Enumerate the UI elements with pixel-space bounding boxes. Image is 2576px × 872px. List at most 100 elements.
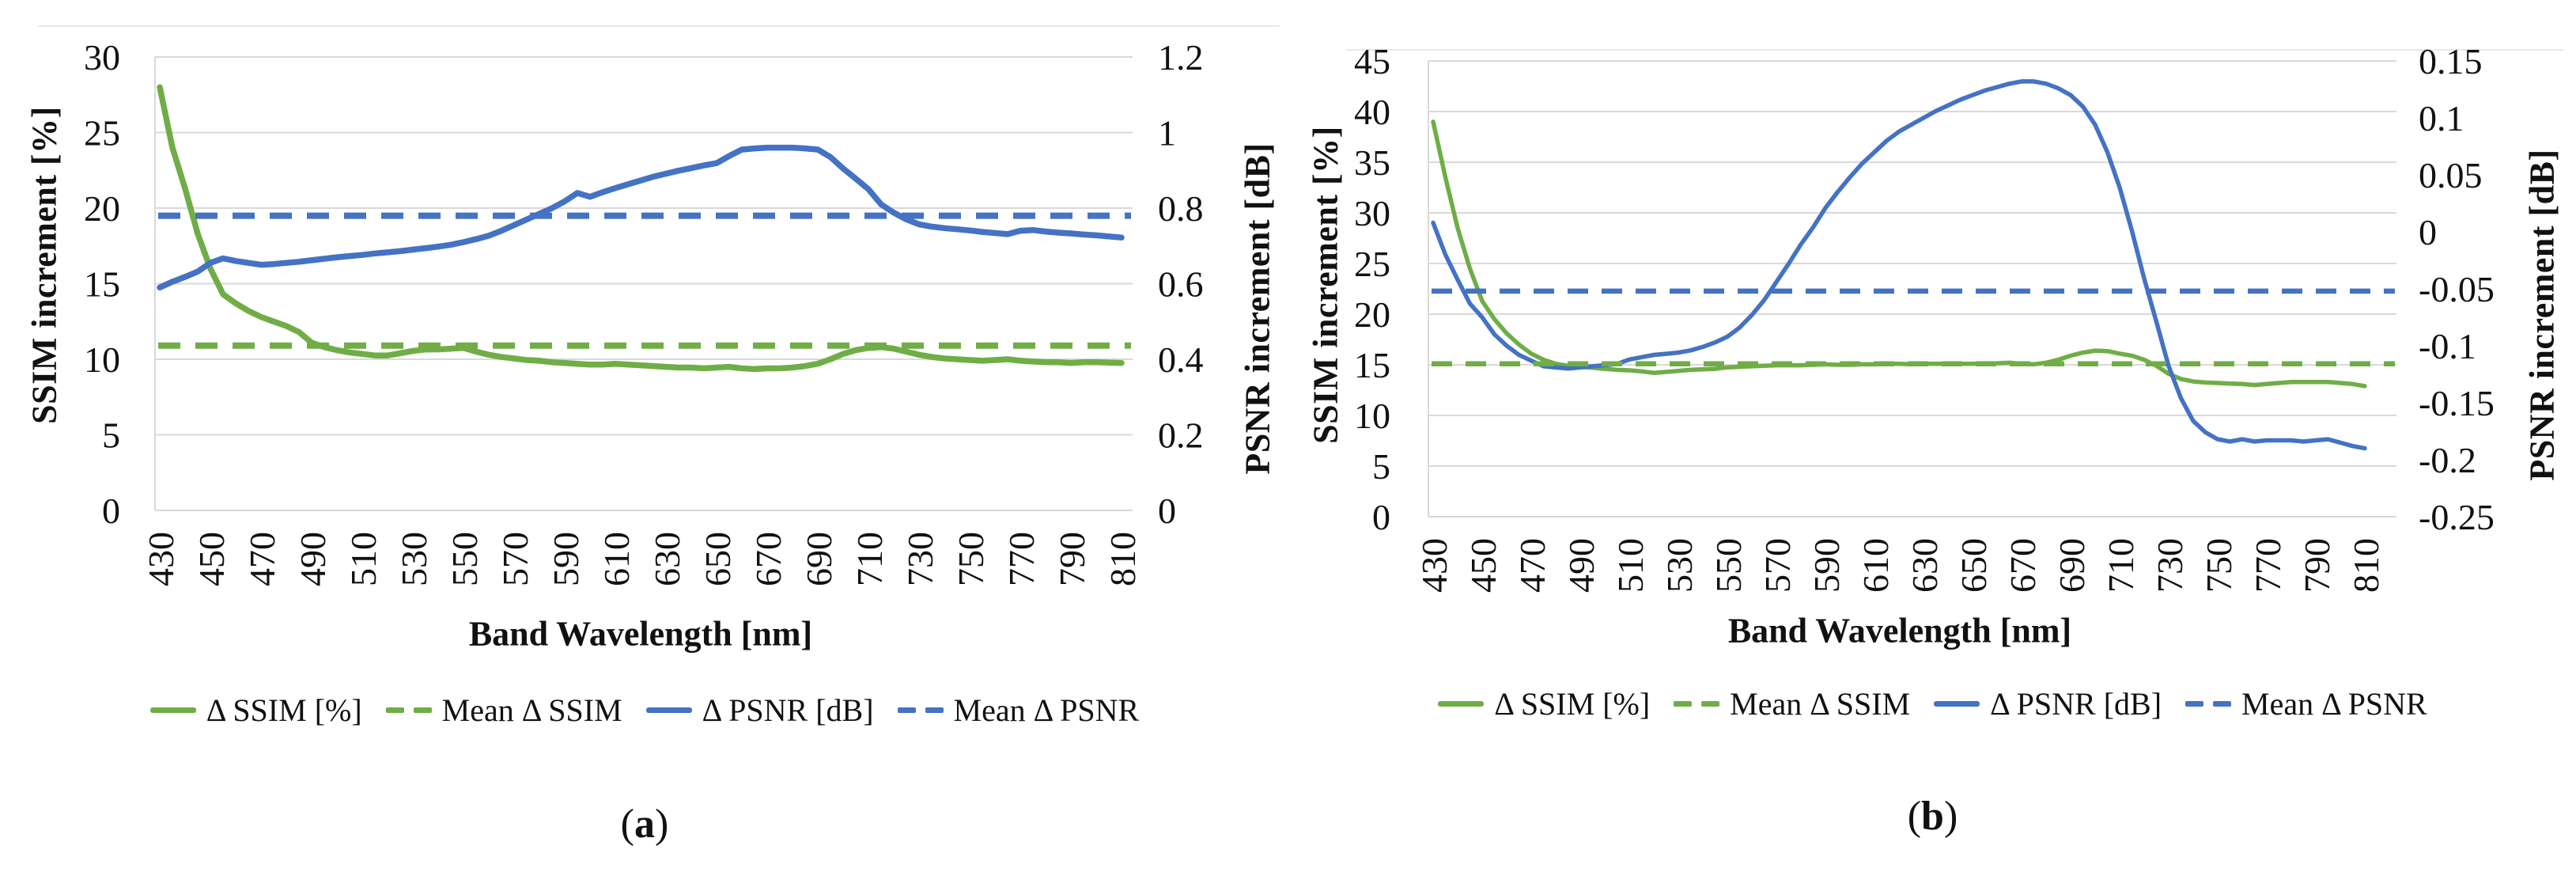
x-axis-tick-label: 810 [1103,532,1143,586]
series-line-psnr [1431,79,2367,451]
legend-swatch-bar [149,707,196,713]
chart-a-plot-area: 30 25 20 15 10 5 0 1.2 1 0.8 0.6 0.4 0.2 0 430 450 470 49… [38,25,1280,586]
right-axis-tick-label: -0.2 [2419,440,2476,480]
legend-swatch-bar [645,707,692,713]
legend-swatch-bar [1438,701,1485,707]
x-axis-tick-label: 490 [293,532,333,586]
left-axis-tick-label: 30 [1354,193,1390,233]
right-axis-tick-label: 0.1 [2419,98,2464,138]
legend-swatch-bar [2185,701,2204,707]
series-line-ssim [157,84,1125,373]
left-axis-tick-label: 20 [1354,294,1390,335]
right-axis-tick-label: 0.05 [2419,155,2483,195]
series-line-psnr [157,144,1125,291]
x-axis-tick-label: 470 [1512,538,1553,593]
legend-swatch-bar [413,707,432,713]
legend-swatch-bar [2213,701,2232,707]
x-axis-tick-label: 590 [1806,538,1847,593]
legend-item-mean-ssim: Mean Δ SSIM [1674,685,1910,722]
chart-b: 45 40 35 30 25 20 15 10 5 0 0.15 0.1 0.05 0 -0.05 -0.1 -… [1289,0,2576,872]
legend-swatch-blue-dashed [2185,701,2232,707]
chart-a: 30 25 20 15 10 5 0 1.2 1 0.8 0.6 0.4 0.2 0 430 450 470 49… [0,25,1289,847]
right-axis-tick-label: 0.2 [1158,415,1204,456]
x-axis-tick-label: 790 [2297,538,2337,593]
legend-swatch-bar [897,707,916,713]
right-axis-tick-label: 0.4 [1158,339,1204,380]
left-axis-tick-label: 15 [1354,345,1390,385]
x-axis-tick-label: 510 [343,532,384,586]
x-axis-tick-label: 550 [1708,538,1749,593]
x-axis-tick-label: 510 [1610,538,1651,593]
x-axis-tick-label: 550 [444,532,485,586]
chart-b-caption-close: ) [1943,794,1958,839]
chart-a-caption-letter: a [634,802,655,847]
right-axis-tick-label: -0.1 [2419,326,2476,366]
chart-a-x-axis-title: Band Wavelength [nm] [468,614,813,654]
series-line-ssim [1431,119,2367,389]
legend-swatch-blue-dashed [897,707,944,713]
x-axis-tick-label: 610 [596,532,637,586]
legend-swatch-green-solid [149,707,196,713]
right-axis-tick-label: -0.25 [2419,497,2495,537]
legend-label: Δ PSNR [dB] [1990,686,2162,722]
chart-b-left-axis-title: SSIM increment [%] [1306,126,1345,444]
legend-item-mean-ssim: Mean Δ SSIM [385,692,622,729]
x-axis-tick-label: 690 [2052,538,2092,593]
left-axis-tick-label: 0 [102,491,120,531]
x-axis-tick-label: 450 [191,532,232,586]
x-axis-tick-label: 670 [2003,538,2043,593]
right-axis-tick-label: -0.15 [2419,383,2495,423]
right-axis-tick-label: 1 [1158,113,1176,154]
x-axis-tick-label: 570 [1757,538,1798,593]
x-axis-tick-label: 430 [1414,538,1454,593]
right-axis-tick-label: 0.15 [2419,41,2483,82]
x-axis-tick-label: 590 [546,532,586,586]
chart-b-caption: (b) [1289,793,2576,840]
legend-swatch-bar [385,707,404,713]
x-axis-tick-label: 730 [900,532,940,586]
x-axis-tick-label: 530 [394,532,434,586]
chart-b-legend: Δ SSIM [%] Mean Δ SSIM Δ PSNR [dB] Mean Δ P… [1289,685,2576,722]
legend-swatch-bar [1701,701,1720,707]
right-axis-tick-label: -0.05 [2419,269,2495,309]
chart-a-legend: Δ SSIM [%] Mean Δ SSIM Δ PSNR [dB] Mean Δ P… [0,692,1289,729]
right-axis-tick-label: 0.8 [1158,188,1204,229]
x-axis-tick-label: 570 [495,532,535,586]
left-axis-tick-label: 35 [1354,142,1390,183]
left-axis-tick-label: 10 [84,339,120,380]
legend-swatch-bar [1674,701,1693,707]
legend-swatch-green-dashed [385,707,432,713]
chart-b-x-axis-title: Band Wavelength [nm] [1727,611,2072,650]
left-axis-tick-label: 20 [84,188,120,229]
left-axis-tick-label: 5 [102,415,120,456]
legend-item-psnr: Δ PSNR [dB] [645,692,874,729]
chart-b-caption-letter: b [1921,794,1944,839]
x-axis-tick-label: 430 [141,532,181,586]
left-axis-tick-label: 0 [1372,497,1390,537]
legend-item-mean-psnr: Mean Δ PSNR [897,692,1139,729]
legend-swatch-blue-solid [645,707,692,713]
left-axis-tick-label: 5 [1372,446,1390,487]
left-axis-tick-label: 30 [84,37,120,78]
chart-b-plot-area: 45 40 35 30 25 20 15 10 5 0 0.15 0.1 0.05 0 -0.05 -0.1 -… [1346,41,2564,593]
x-axis-tick-label: 770 [2248,538,2288,593]
legend-label: Mean Δ SSIM [1730,686,1911,722]
x-axis-tick-label: 750 [951,532,991,586]
legend-swatch-green-solid [1438,701,1485,707]
x-axis-tick-label: 610 [1855,538,1896,593]
left-axis-tick-label: 10 [1354,396,1390,436]
x-axis-tick-label: 530 [1659,538,1700,593]
x-axis-tick-label: 630 [1905,538,1945,593]
left-axis-tick-label: 25 [84,113,120,154]
legend-label: Mean Δ PSNR [2241,686,2427,722]
left-axis-tick-label: 40 [1354,92,1390,132]
x-axis-tick-label: 810 [2346,538,2386,593]
chart-a-caption-close: ) [655,802,669,847]
chart-b-right-axis-title: PSNR increment [dB] [2522,149,2562,481]
legend-swatch-bar [925,707,944,713]
left-axis-tick-label: 15 [84,264,120,305]
x-axis-tick-label: 730 [2150,538,2190,593]
chart-a-right-axis-title: PSNR increment [dB] [1238,142,1277,475]
legend-item-ssim: Δ SSIM [%] [1438,685,1650,722]
